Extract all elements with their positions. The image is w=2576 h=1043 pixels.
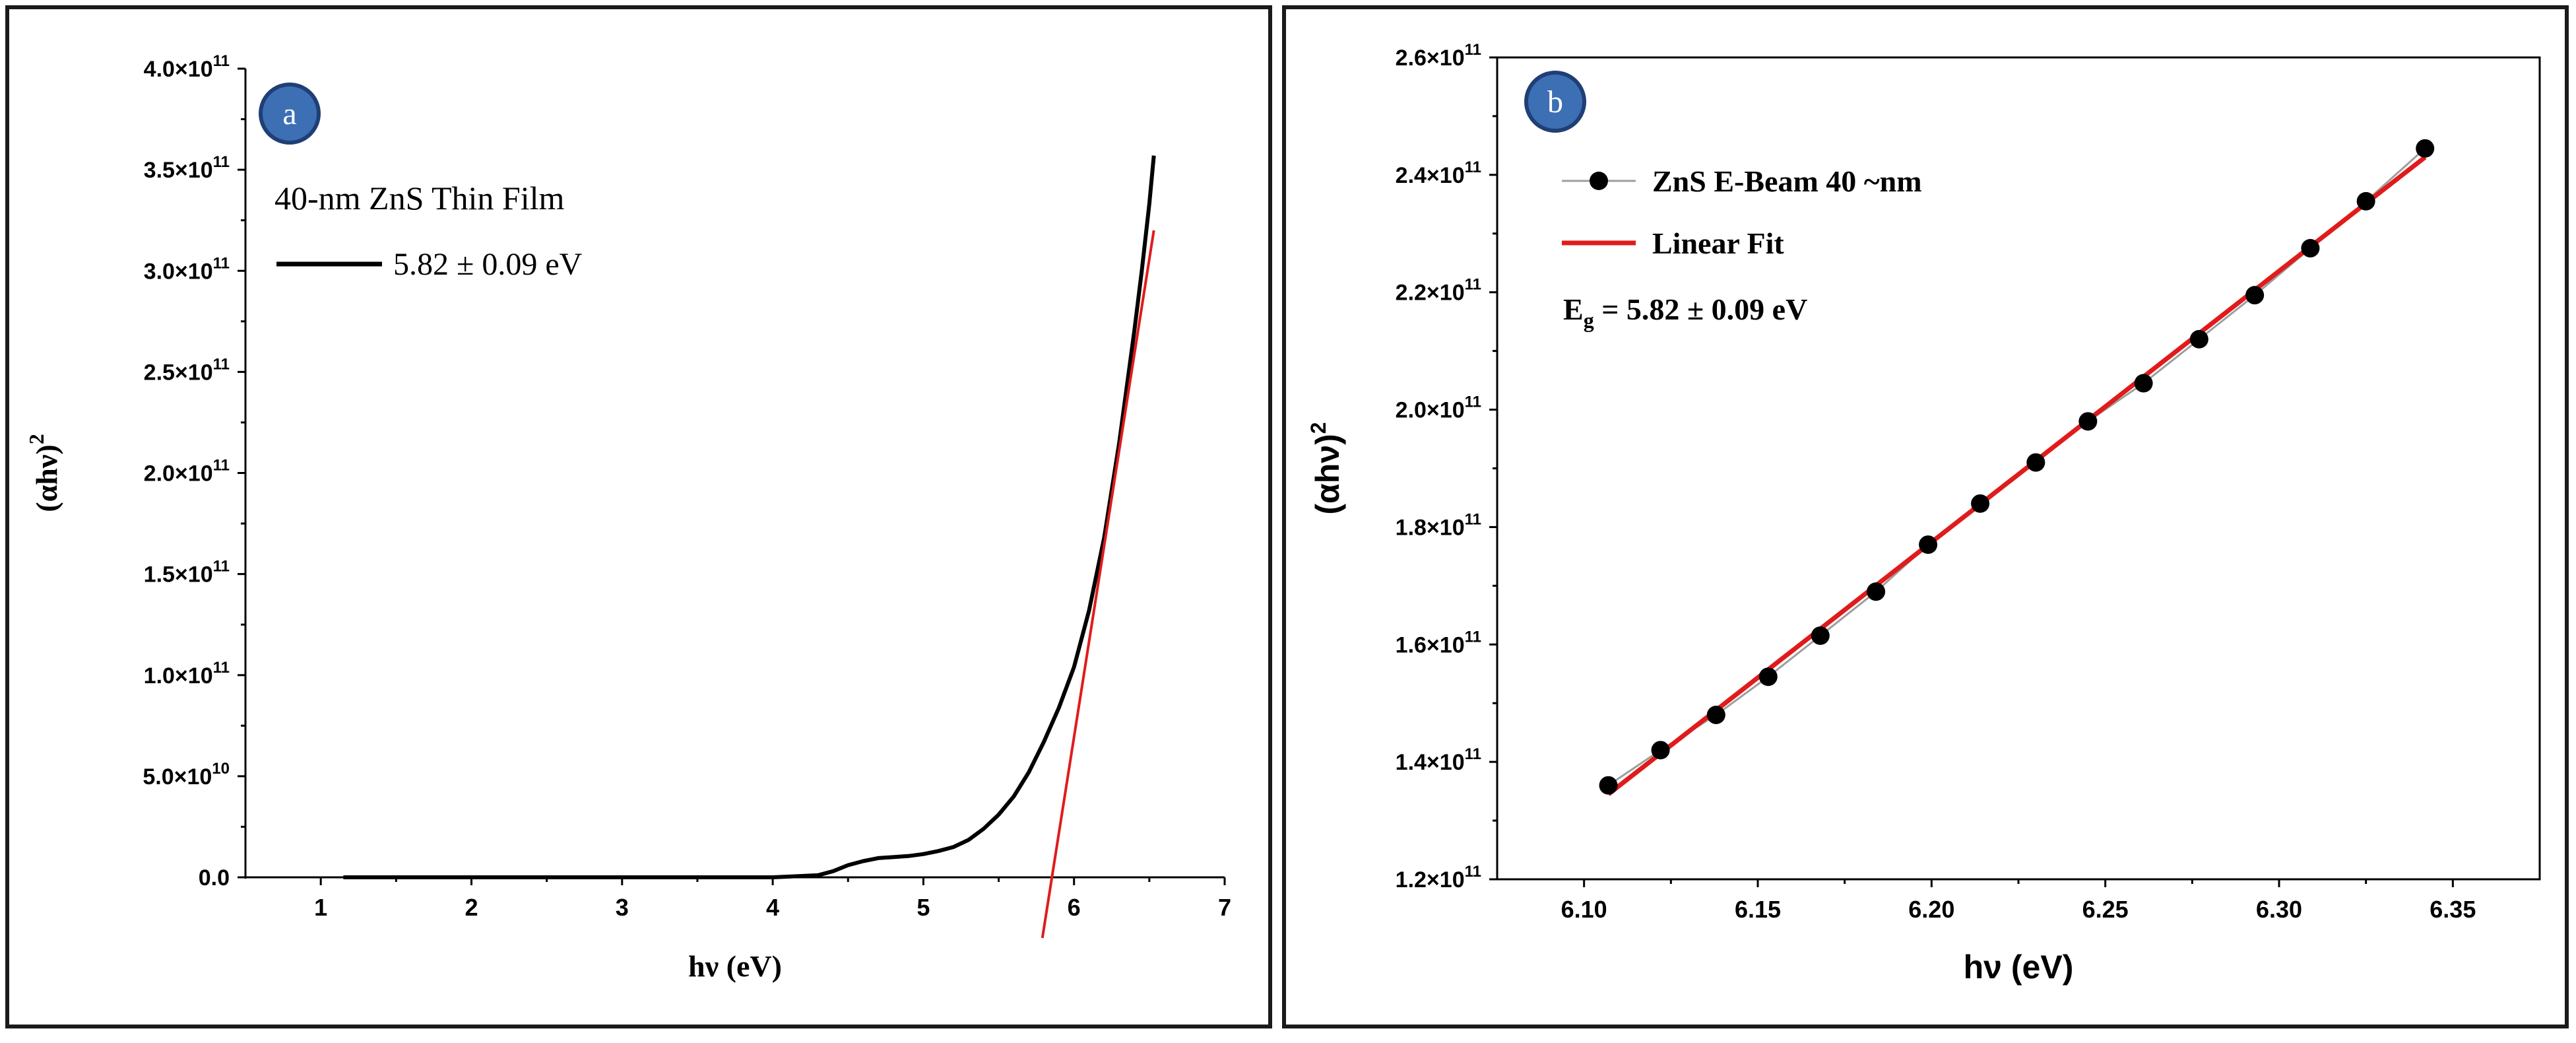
y-axis-label-a: (αhν)2 xyxy=(24,434,63,512)
bandgap-annotation-b: Eg = 5.82 ± 0.09 eV xyxy=(1563,292,1807,332)
fit-line-b xyxy=(1607,155,2427,796)
y-tick-label-a: 3.0×1011 xyxy=(144,254,230,284)
x-tick-label-b: 6.10 xyxy=(1561,896,1607,923)
data-point-b xyxy=(2134,374,2153,393)
data-point-b xyxy=(1811,626,1830,645)
y-axis-label-b: (αhν)2 xyxy=(1306,422,1346,514)
data-point-b xyxy=(2416,139,2435,158)
x-tick-label-b: 6.25 xyxy=(2082,896,2129,923)
y-tick-label-a: 4.0×1011 xyxy=(144,52,230,82)
y-tick-label-a: 3.5×1011 xyxy=(144,153,230,183)
x-tick-label-b: 6.35 xyxy=(2430,896,2476,923)
x-tick-label-a: 6 xyxy=(1068,894,1081,921)
y-tick-label-b: 2.6×1011 xyxy=(1396,41,1481,71)
y-tick-label-b: 1.8×1011 xyxy=(1396,510,1481,540)
panel-a: 0.0 5.0×1010 1.0×1011 1.5×1011 2.0×1011 2.5×1… xyxy=(5,5,1272,1028)
data-point-b xyxy=(2301,239,2320,258)
y-tick-label-a: 1.5×1011 xyxy=(144,558,230,588)
data-point-b xyxy=(1971,494,1990,513)
x-axis-label-b: hν (eV) xyxy=(1964,949,2074,986)
y-tick-label-b: 1.2×1011 xyxy=(1396,863,1481,892)
y-tick-label-b: 2.4×1011 xyxy=(1396,158,1481,188)
x-tick-label-a: 1 xyxy=(314,894,327,921)
y-tick-label-a: 2.5×1011 xyxy=(144,355,230,385)
badge-circle-a xyxy=(259,83,321,145)
data-point-b xyxy=(1867,582,1886,601)
legend-fit-label-b: Linear Fit xyxy=(1652,226,1784,260)
badge-label-b: b xyxy=(1547,84,1563,119)
y-tick-label-a: 2.0×1011 xyxy=(144,457,230,487)
data-point-b xyxy=(1599,776,1618,795)
badge-label-a: a xyxy=(282,96,296,131)
annotation-title-a: 40-nm ZnS Thin Film xyxy=(274,180,565,217)
data-point-b xyxy=(1706,706,1725,724)
data-point-b xyxy=(1758,667,1778,687)
x-tick-label-a: 4 xyxy=(766,894,779,921)
data-point-b xyxy=(1919,535,1938,555)
x-axis-label-a: hν (eV) xyxy=(688,949,782,983)
badge-circle-b xyxy=(1524,71,1586,133)
x-tick-label-a: 2 xyxy=(465,894,478,921)
data-point-b xyxy=(2189,329,2208,349)
chart-b-canvas: 1.2×1011 1.4×1011 1.6×1011 1.8×1011 2.0×1011… xyxy=(1306,41,2541,986)
legend-label-a: 5.82 ± 0.09 eV xyxy=(393,247,583,282)
data-point-b xyxy=(2078,412,2098,431)
data-point-b xyxy=(1651,741,1670,760)
chart-a-canvas: 0.0 5.0×1010 1.0×1011 1.5×1011 2.0×1011 2.5×1… xyxy=(24,52,1231,983)
x-tick-label-b: 6.30 xyxy=(2256,896,2302,923)
y-tick-label-a: 0.0 xyxy=(199,865,230,891)
data-point-b xyxy=(2245,286,2265,305)
data-point-b xyxy=(2356,191,2375,211)
fit-line-a xyxy=(1041,230,1155,939)
y-tick-label-a: 5.0×1010 xyxy=(143,760,230,790)
panel-b: 1.2×1011 1.4×1011 1.6×1011 1.8×1011 2.0×1011… xyxy=(1282,5,2569,1028)
legend-label-b: ZnS E-Beam 40 ~nm xyxy=(1652,164,1922,198)
x-tick-label-a: 7 xyxy=(1218,894,1231,921)
y-tick-label-b: 2.0×1011 xyxy=(1396,393,1481,423)
y-tick-label-a: 1.0×1011 xyxy=(144,659,230,689)
x-tick-label-a: 3 xyxy=(616,894,629,921)
legend-marker-b xyxy=(1590,172,1608,190)
y-tick-label-b: 2.2×1011 xyxy=(1396,276,1481,306)
x-tick-label-b: 6.15 xyxy=(1735,896,1781,923)
x-tick-label-b: 6.20 xyxy=(1908,896,1954,923)
y-tick-label-b: 1.4×1011 xyxy=(1396,745,1481,775)
data-point-b xyxy=(2026,453,2045,472)
x-tick-label-a: 5 xyxy=(917,894,930,921)
y-tick-label-b: 1.6×1011 xyxy=(1396,628,1481,657)
